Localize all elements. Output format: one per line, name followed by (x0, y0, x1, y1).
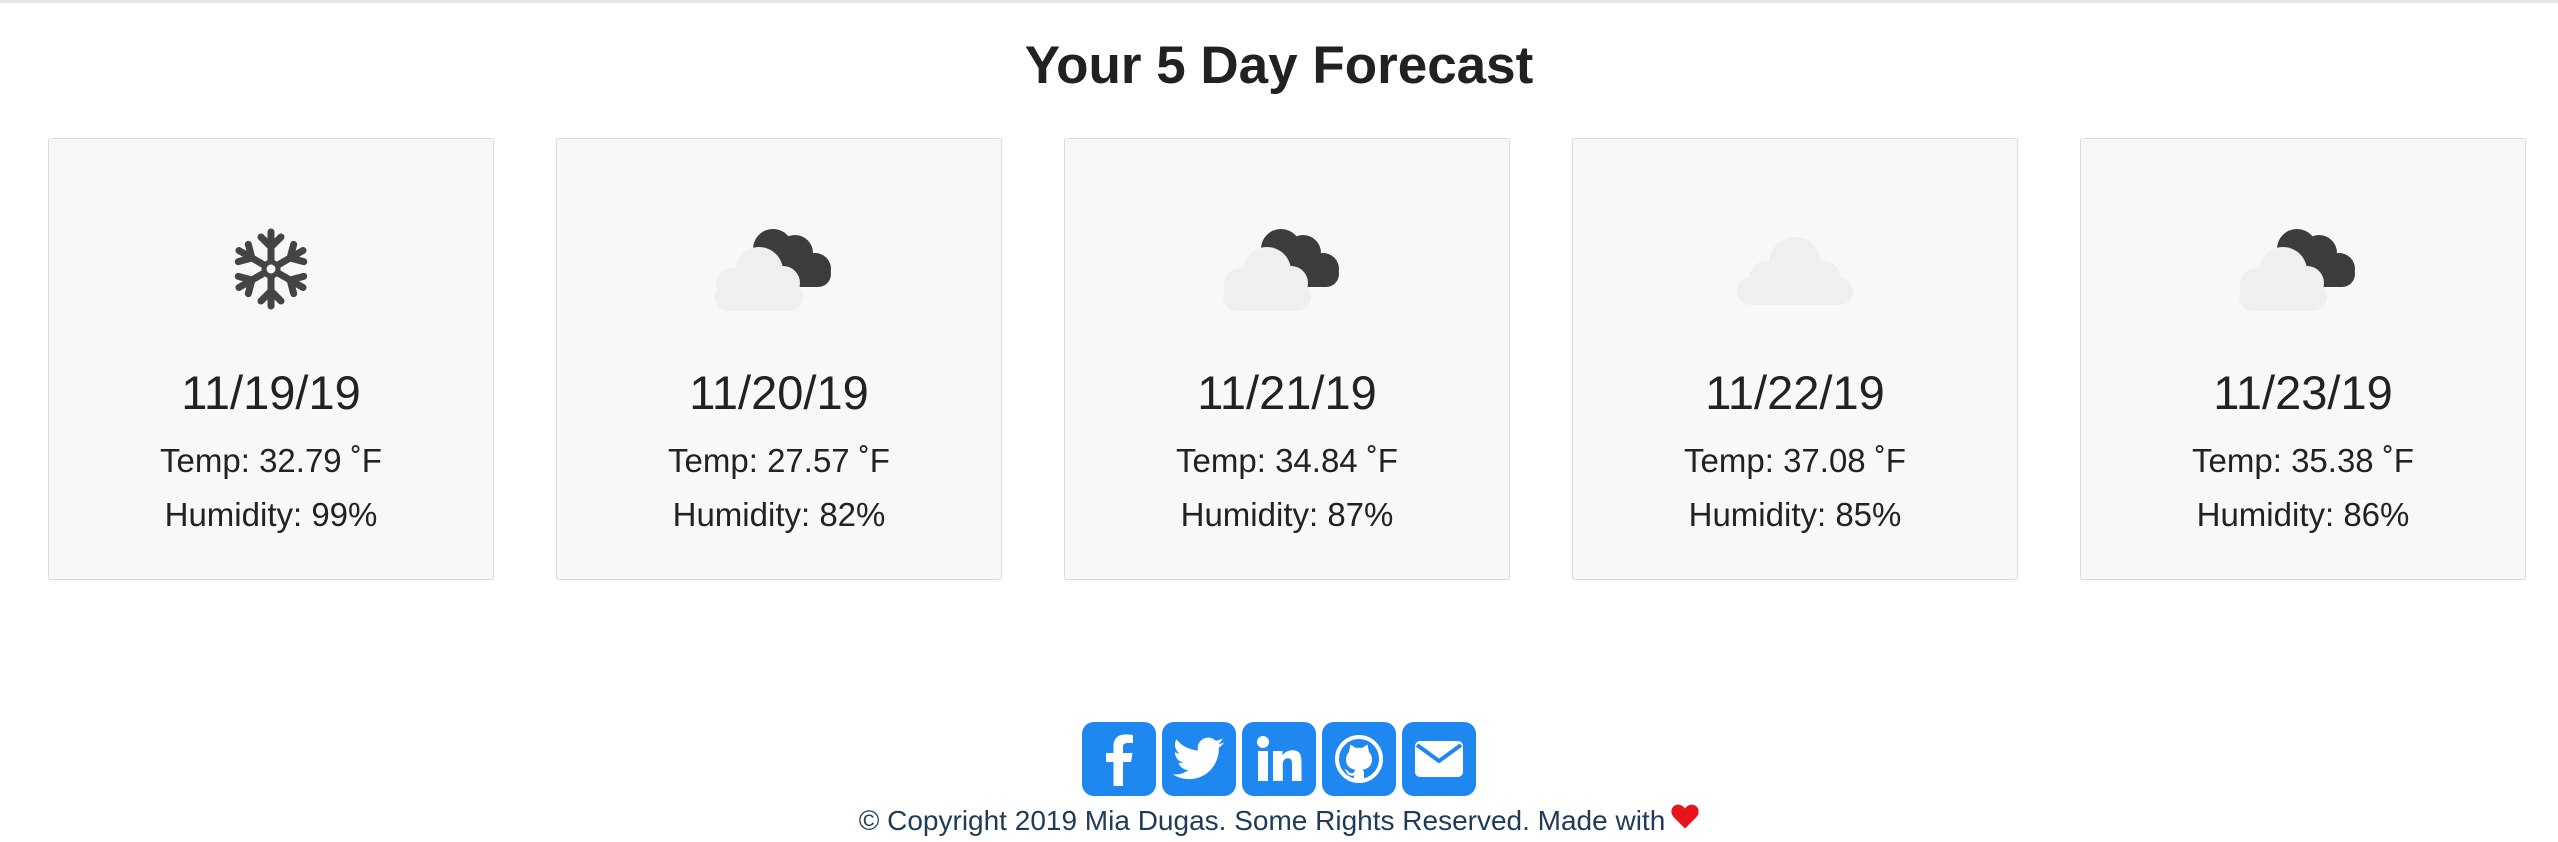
cloud-icon (1573, 199, 2017, 339)
forecast-temp: Temp: 35.38 ˚F (2192, 442, 2414, 479)
top-divider (0, 0, 2558, 3)
github-link[interactable] (1322, 722, 1396, 796)
broken-clouds-icon (557, 199, 1001, 339)
email-icon (1415, 741, 1463, 777)
forecast-card: 11/21/19 Temp: 34.84 ˚F Humidity: 87% (1064, 138, 1510, 580)
snowflake-icon (49, 199, 493, 339)
twitter-icon (1173, 737, 1224, 780)
facebook-link[interactable] (1082, 722, 1156, 796)
email-link[interactable] (1402, 722, 1476, 796)
forecast-date: 11/19/19 (181, 366, 361, 419)
forecast-humidity: Humidity: 87% (1180, 496, 1394, 533)
forecast-title: Your 5 Day Forecast (1024, 36, 1534, 95)
facebook-icon (1106, 734, 1133, 786)
copyright-text: © Copyright 2019 Mia Dugas. Some Rights … (858, 805, 1666, 836)
forecast-humidity: Humidity: 86% (2196, 496, 2410, 533)
forecast-card: 11/20/19 Temp: 27.57 ˚F Humidity: 82% (556, 138, 1002, 580)
forecast-humidity: Humidity: 85% (1688, 496, 1902, 533)
github-icon (1335, 735, 1383, 783)
forecast-date: 11/20/19 (689, 366, 869, 419)
linkedin-icon (1257, 736, 1302, 781)
forecast-cards: 11/19/19 Temp: 32.79 ˚F Humidity: 99% (48, 138, 2530, 582)
forecast-date: 11/23/19 (2213, 366, 2393, 419)
twitter-link[interactable] (1162, 722, 1236, 796)
linkedin-link[interactable] (1242, 722, 1316, 796)
forecast-temp: Temp: 27.57 ˚F (668, 442, 890, 479)
forecast-card: 11/19/19 Temp: 32.79 ˚F Humidity: 99% (48, 138, 494, 580)
forecast-card: 11/22/19 Temp: 37.08 ˚F Humidity: 85% (1572, 138, 2018, 580)
footer: © Copyright 2019 Mia Dugas. Some Rights … (0, 804, 2558, 840)
broken-clouds-icon (1065, 199, 1509, 339)
forecast-date: 11/21/19 (1197, 366, 1377, 419)
forecast-temp: Temp: 37.08 ˚F (1684, 442, 1906, 479)
forecast-humidity: Humidity: 82% (672, 496, 886, 533)
forecast-humidity: Humidity: 99% (164, 496, 378, 533)
forecast-date: 11/22/19 (1705, 366, 1885, 419)
forecast-temp: Temp: 34.84 ˚F (1176, 442, 1398, 479)
social-links (1082, 722, 1476, 796)
forecast-card: 11/23/19 Temp: 35.38 ˚F Humidity: 86% (2080, 138, 2526, 580)
heart-icon (1671, 803, 1699, 837)
broken-clouds-icon (2081, 199, 2525, 339)
forecast-temp: Temp: 32.79 ˚F (160, 442, 382, 479)
